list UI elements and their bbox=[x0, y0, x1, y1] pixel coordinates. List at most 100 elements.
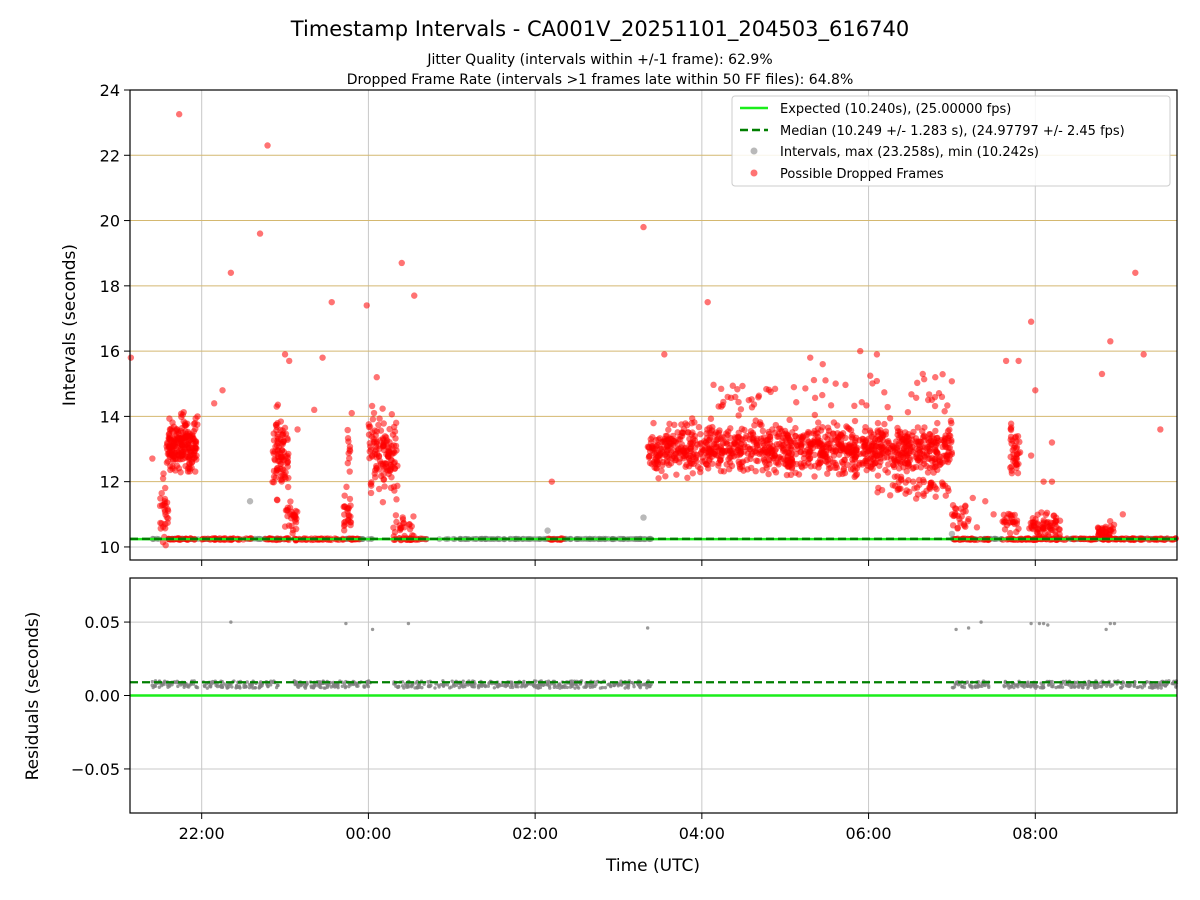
dropped-frame-point bbox=[271, 457, 279, 464]
residual-point bbox=[229, 620, 233, 624]
residual-point bbox=[451, 683, 456, 687]
interval-point bbox=[640, 514, 647, 521]
dropped-frame-point bbox=[666, 451, 674, 459]
residual-point bbox=[235, 683, 239, 688]
dropped-frame-point bbox=[166, 449, 173, 456]
dropped-frame-point bbox=[363, 302, 370, 309]
dropped-frame-point bbox=[1034, 525, 1041, 532]
dropped-frame-point bbox=[673, 471, 680, 478]
dropped-frame-point bbox=[1048, 439, 1056, 446]
dropped-frame-point bbox=[915, 438, 922, 445]
dropped-frame-point bbox=[819, 445, 826, 452]
figure-title: Timestamp Intervals - CA001V_20251101_20… bbox=[290, 17, 909, 42]
dropped-frame-point bbox=[365, 423, 373, 431]
dropped-frame-point bbox=[943, 453, 950, 460]
dropped-frame-point bbox=[827, 464, 834, 472]
dropped-frame-point bbox=[194, 413, 201, 420]
dropped-frame-point bbox=[824, 456, 832, 464]
residual-point bbox=[1135, 685, 1139, 690]
dropped-frame-point bbox=[767, 388, 774, 396]
dropped-frame-point bbox=[770, 455, 777, 462]
dropped-frame-point bbox=[824, 470, 831, 477]
dropped-frame-point bbox=[388, 443, 395, 450]
dropped-frame-point bbox=[687, 445, 694, 452]
residual-point bbox=[259, 684, 263, 689]
dropped-frame-point bbox=[341, 492, 348, 499]
dropped-frame-point bbox=[817, 427, 825, 434]
dropped-frame-point bbox=[659, 461, 666, 469]
residual-point bbox=[1012, 685, 1016, 690]
dropped-frame-point bbox=[895, 465, 903, 472]
intervals-panel: 10 12 14 16 18 20 22 24 Intervals (seconds) Exp… bbox=[60, 81, 1179, 566]
residual-point bbox=[347, 684, 351, 689]
dropped-frame-point bbox=[548, 478, 556, 485]
dropped-frame-point bbox=[794, 445, 801, 453]
residual-point bbox=[544, 682, 548, 687]
dropped-frame-point bbox=[853, 464, 861, 472]
dropped-frame-point bbox=[811, 411, 819, 419]
dropped-frame-point bbox=[944, 458, 952, 466]
dropped-frame-point bbox=[281, 473, 289, 481]
dropped-frame-point bbox=[158, 489, 165, 497]
dropped-frame-point bbox=[282, 430, 290, 438]
residual-point bbox=[253, 686, 258, 690]
dropped-frame-point bbox=[292, 525, 300, 533]
dropped-frame-point bbox=[896, 485, 903, 492]
dropped-frame-point bbox=[957, 519, 964, 526]
dropped-frame-point bbox=[869, 380, 876, 387]
dropped-frame-point bbox=[990, 511, 997, 518]
residual-point bbox=[535, 684, 540, 688]
residual-point bbox=[433, 686, 437, 690]
residual-point bbox=[594, 682, 598, 687]
dropped-frame-point bbox=[192, 438, 200, 446]
dropped-frame-point bbox=[832, 380, 839, 387]
dropped-frame-point bbox=[676, 436, 684, 443]
dropped-frame-point bbox=[813, 442, 821, 450]
residual-point bbox=[1073, 685, 1077, 689]
dropped-frame-point bbox=[962, 502, 969, 509]
dropped-frame-point bbox=[1013, 464, 1020, 472]
dropped-frame-point bbox=[163, 459, 171, 466]
residual-point bbox=[497, 682, 501, 687]
dropped-frame-point bbox=[227, 269, 235, 276]
dropped-frame-point bbox=[941, 408, 948, 415]
dropped-frame-point bbox=[694, 441, 701, 448]
dropped-frame-point bbox=[878, 449, 885, 456]
dropped-frame-point bbox=[401, 532, 408, 540]
dropped-frame-point bbox=[162, 525, 169, 532]
y-tick-label: 18 bbox=[100, 277, 120, 296]
legend-box bbox=[731, 95, 1171, 187]
intervals-ylabel: Intervals (seconds) bbox=[60, 244, 80, 406]
dropped-frame-point bbox=[881, 420, 888, 428]
dropped-frame-point bbox=[645, 454, 653, 461]
dropped-frame-point bbox=[662, 473, 669, 480]
residual-point bbox=[514, 684, 518, 689]
dropped-frame-point bbox=[674, 429, 681, 436]
residual-point bbox=[1159, 686, 1163, 690]
dropped-frame-point bbox=[652, 460, 659, 468]
residuals-ylabel: Residuals (seconds) bbox=[23, 612, 43, 781]
x-tick-label: 00:00 bbox=[345, 824, 391, 843]
residual-point bbox=[609, 684, 613, 689]
dropped-frame-point bbox=[160, 470, 167, 477]
dropped-frame-point bbox=[859, 438, 867, 446]
residual-point bbox=[1037, 621, 1042, 626]
dropped-frame-point bbox=[771, 466, 778, 474]
dropped-frame-point bbox=[862, 423, 869, 431]
dropped-frame-point bbox=[1157, 426, 1164, 433]
dropped-frame-point bbox=[815, 460, 823, 468]
y-tick-label: 0.00 bbox=[84, 687, 120, 706]
dropped-frame-point bbox=[805, 430, 813, 437]
dropped-frame-point bbox=[661, 351, 668, 358]
dropped-frame-point bbox=[944, 402, 951, 409]
dropped-frame-point bbox=[281, 351, 289, 358]
residual-point bbox=[396, 685, 400, 689]
dropped-frame-point bbox=[747, 455, 754, 463]
dropped-frame-point bbox=[1056, 526, 1063, 533]
dropped-frame-point bbox=[737, 406, 745, 413]
dropped-frame-point bbox=[932, 374, 939, 381]
dropped-frame-point bbox=[192, 444, 199, 451]
dropped-frame-point bbox=[718, 385, 725, 393]
dropped-frame-point bbox=[1032, 387, 1039, 394]
dropped-frame-point bbox=[275, 435, 282, 443]
